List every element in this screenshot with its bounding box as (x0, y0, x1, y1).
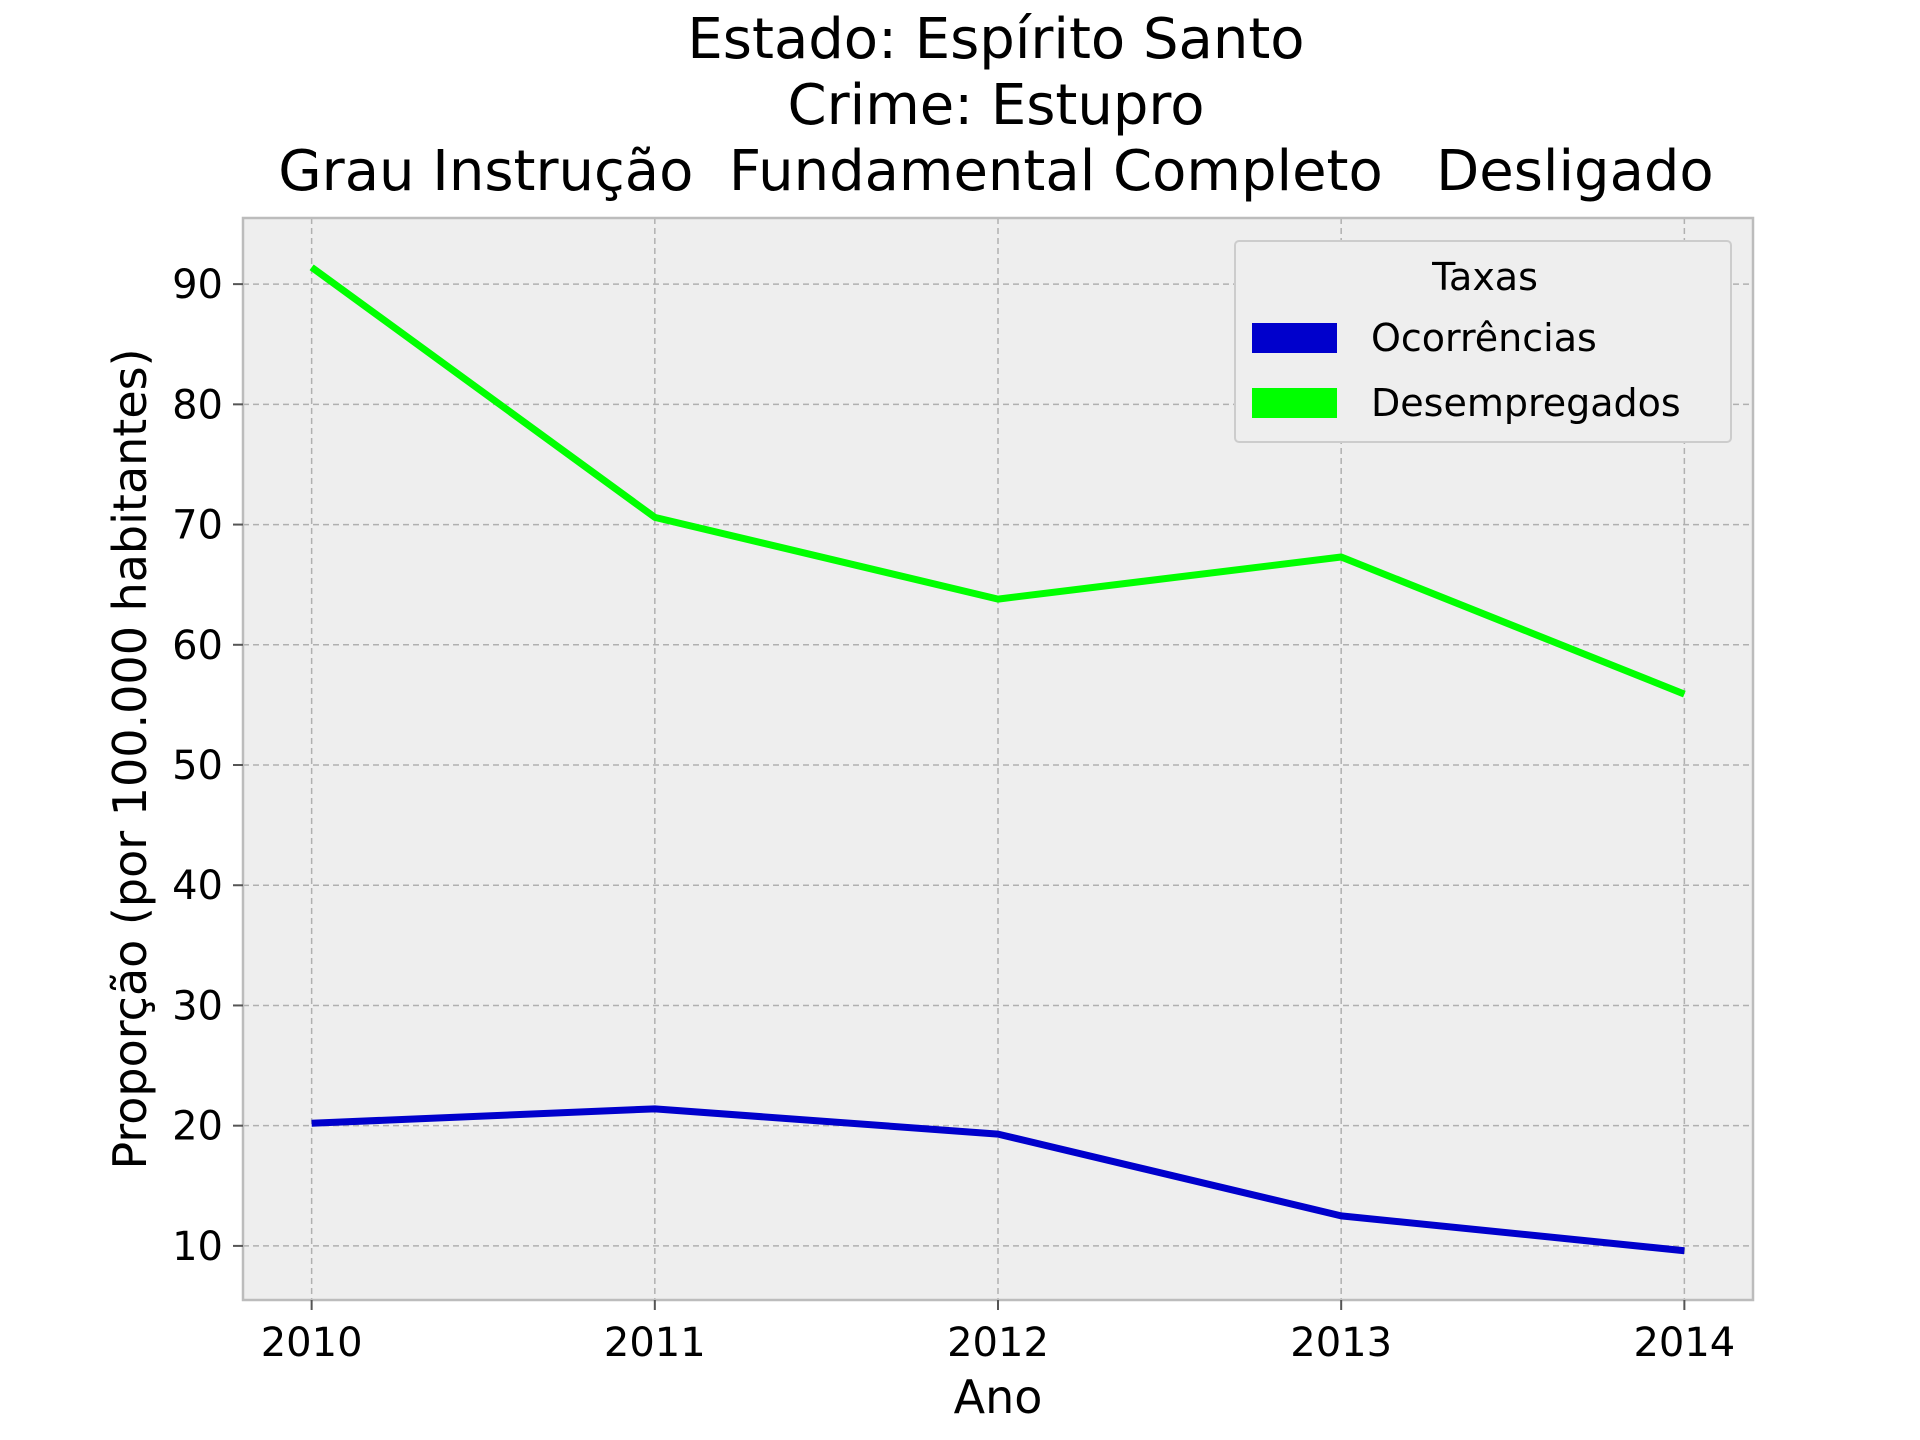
series-lines (309, 264, 1686, 1255)
y-axis-label: Proporção (por 100.000 habitantes) (103, 348, 157, 1169)
y-axis-ticks: 10 20 30 40 50 60 70 80 90 (172, 262, 243, 1270)
series-line-ocorrencias (311, 1105, 1685, 1255)
y-tick-label: 50 (172, 743, 223, 789)
y-tick-label: 70 (172, 503, 223, 549)
y-tick-label: 30 (172, 983, 223, 1029)
legend-swatch-ocorrencias (1252, 323, 1337, 353)
x-tick-label: 2011 (604, 1320, 706, 1366)
chart-title-line-3: Grau Instrução Fundamental Completo Desl… (278, 139, 1713, 204)
legend: Taxas Ocorrências Desempregados (1234, 240, 1732, 443)
x-tick-label: 2013 (1290, 1320, 1392, 1366)
chart-title-line-2: Crime: Estupro (788, 73, 1205, 138)
x-tick-label: 2014 (1633, 1320, 1735, 1366)
x-axis-ticks: 2010 2011 2012 2013 2014 (261, 1300, 1735, 1366)
y-tick-label: 80 (172, 382, 223, 428)
x-axis-label: Ano (954, 1370, 1043, 1424)
legend-box (1234, 240, 1732, 443)
y-tick-label: 40 (172, 863, 223, 909)
legend-label-ocorrencias: Ocorrências (1371, 316, 1597, 360)
legend-title: Taxas (1431, 255, 1538, 299)
x-tick-label: 2010 (261, 1320, 363, 1366)
series-line-desempregados (309, 264, 1686, 698)
x-tick-label: 2012 (947, 1320, 1049, 1366)
legend-label-desempregados: Desempregados (1371, 381, 1681, 425)
y-tick-label: 10 (172, 1224, 223, 1270)
y-tick-label: 90 (172, 262, 223, 308)
y-tick-label: 60 (172, 623, 223, 669)
legend-swatch-desempregados (1252, 388, 1337, 418)
y-tick-label: 20 (172, 1104, 223, 1150)
chart-title-line-1: Estado: Espírito Santo (687, 7, 1304, 72)
